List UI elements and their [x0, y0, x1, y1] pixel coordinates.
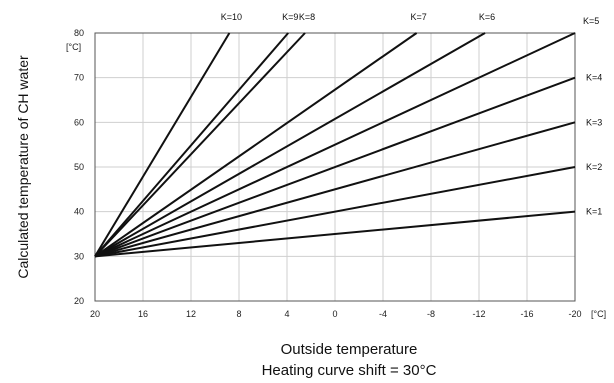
y-tick-label: 20 [74, 296, 84, 306]
series-label-k-3: K=3 [586, 117, 602, 127]
series-label-k-8: K=8 [299, 12, 315, 22]
x-tick-label: -12 [472, 309, 485, 319]
series-line-k-7 [94, 32, 418, 258]
series-line-k-5 [94, 32, 576, 258]
x-tick-label: -16 [520, 309, 533, 319]
x-axis-title: Outside temperature [281, 341, 418, 358]
y-tick-label: 70 [74, 73, 84, 83]
x-tick-label: -8 [427, 309, 435, 319]
x-tick-label: -4 [379, 309, 387, 319]
series-line-k-4 [94, 76, 576, 258]
heating-curves [94, 32, 576, 258]
series-label-k-4: K=4 [586, 73, 602, 83]
x-tick-label: 12 [186, 309, 196, 319]
x-tick-label: 0 [332, 309, 337, 319]
x-axis-ticks: 20 16 12 8 4 0 -4 -8 -12 -16 -20 [90, 309, 582, 319]
curve-labels: K=1 K=2 K=3 K=4 K=5 K=6 K=7 K=8K=9 K=10 [221, 12, 603, 217]
series-label-k-6: K=6 [479, 12, 495, 22]
x-tick-label: 8 [236, 309, 241, 319]
series-label-k-10: K=10 [221, 12, 242, 22]
series-line-k-8 [94, 32, 306, 258]
x-tick-label: 20 [90, 309, 100, 319]
y-tick-label: 60 [74, 117, 84, 127]
y-tick-label: 30 [74, 251, 84, 261]
x-tick-label: -20 [568, 309, 581, 319]
series-line-k-10 [94, 32, 231, 257]
series-line-k-3 [94, 121, 576, 258]
y-tick-label: 50 [74, 162, 84, 172]
series-line-k-6 [94, 32, 486, 258]
series-label-k-1: K=1 [586, 207, 602, 217]
chart-subtitle: Heating curve shift = 30°C [262, 362, 437, 379]
y-tick-label: 80 [74, 28, 84, 38]
series-label-k-5: K=5 [583, 16, 599, 26]
series-line-k-1 [94, 210, 576, 258]
series-label-k-2: K=2 [586, 162, 602, 172]
x-tick-label: 16 [138, 309, 148, 319]
x-axis-unit: [°C] [591, 309, 606, 319]
y-tick-label: 40 [74, 207, 84, 217]
series-line-k-2 [94, 166, 576, 258]
y-axis-ticks: 20 30 40 50 60 70 80 [74, 28, 84, 306]
series-label-k-7: K=7 [410, 12, 426, 22]
x-tick-label: 4 [284, 309, 289, 319]
series-label-k-9: K=9 [282, 12, 298, 22]
series-line-k-9 [94, 32, 289, 257]
y-axis-title: Calculated temperature of CH water [15, 55, 31, 279]
y-axis-unit: [°C] [66, 42, 81, 52]
